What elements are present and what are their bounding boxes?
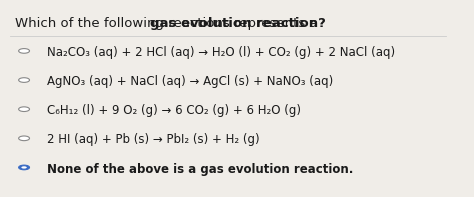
Circle shape xyxy=(18,107,29,112)
Text: 2 HI (aq) + Pb (s) → PbI₂ (s) + H₂ (g): 2 HI (aq) + Pb (s) → PbI₂ (s) + H₂ (g) xyxy=(47,133,259,146)
Text: AgNO₃ (aq) + NaCl (aq) → AgCl (s) + NaNO₃ (aq): AgNO₃ (aq) + NaCl (aq) → AgCl (s) + NaNO… xyxy=(47,75,333,88)
Circle shape xyxy=(18,49,29,53)
Circle shape xyxy=(18,78,29,82)
Circle shape xyxy=(21,166,27,169)
Circle shape xyxy=(18,136,29,141)
Text: Na₂CO₃ (aq) + 2 HCl (aq) → H₂O (l) + CO₂ (g) + 2 NaCl (aq): Na₂CO₃ (aq) + 2 HCl (aq) → H₂O (l) + CO₂… xyxy=(47,46,395,59)
Text: C₆H₁₂ (l) + 9 O₂ (g) → 6 CO₂ (g) + 6 H₂O (g): C₆H₁₂ (l) + 9 O₂ (g) → 6 CO₂ (g) + 6 H₂O… xyxy=(47,104,301,117)
Text: None of the above is a gas evolution reaction.: None of the above is a gas evolution rea… xyxy=(47,163,353,176)
Text: Which of the following reactions represents a: Which of the following reactions represe… xyxy=(15,17,322,30)
Circle shape xyxy=(18,165,29,170)
Text: gas evolution reaction?: gas evolution reaction? xyxy=(150,17,326,30)
